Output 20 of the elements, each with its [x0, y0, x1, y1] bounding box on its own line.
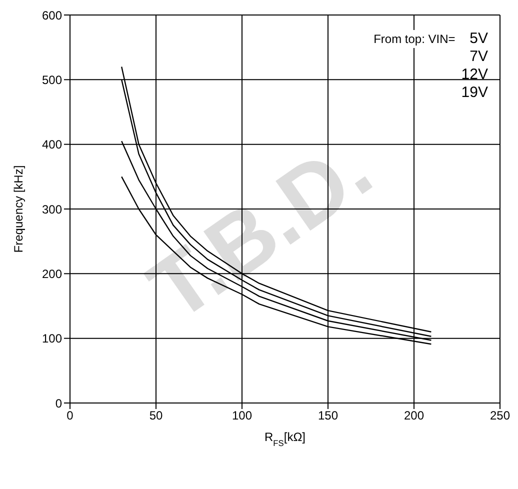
x-axis-title: R$_{FS}$[kΩ] [264, 430, 306, 448]
y-tick-label: 0 [55, 396, 62, 410]
y-tick-label: 500 [42, 72, 62, 87]
y-tick-label: 600 [42, 8, 62, 22]
x-tick-label: 100 [232, 408, 252, 423]
x-tick-label: 250 [490, 408, 510, 423]
y-tick-label: 200 [42, 266, 62, 281]
y-tick-label: 400 [42, 138, 62, 152]
x-tick-label: 150 [318, 408, 338, 423]
y-tick-label: 300 [42, 202, 62, 216]
y-axis-title: Frequency [kHz] [11, 165, 26, 253]
x-tick-label: 50 [149, 408, 163, 423]
legend-title: From top: VIN= [372, 30, 458, 48]
text: 12V [461, 66, 488, 84]
y-tick-label: 100 [42, 332, 62, 346]
text: 5V [470, 30, 488, 48]
x-tick-label: 200 [404, 408, 424, 423]
x-tick-label: 0 [66, 408, 74, 423]
text: 7V [470, 48, 488, 66]
text: 19V [461, 84, 488, 102]
